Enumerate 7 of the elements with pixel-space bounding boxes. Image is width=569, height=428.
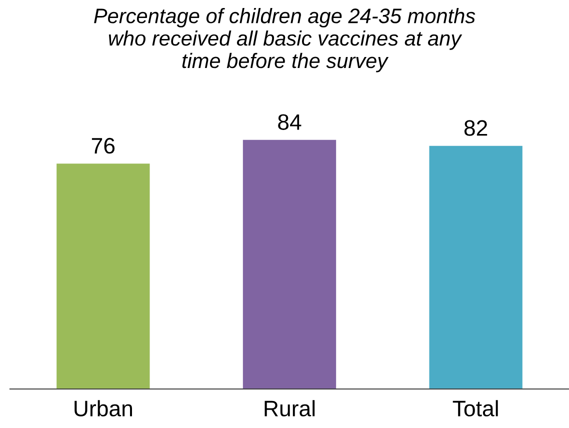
x-tick-label: Rural <box>264 400 315 416</box>
data-label: 84 <box>278 114 302 130</box>
x-tick-label: Urban <box>74 400 132 416</box>
chart-title: Percentage of children age 24-35 months who received all basic vaccines at any time before the survey <box>94 8 476 72</box>
data-label: 76 <box>92 138 115 154</box>
x-tick-label: Total <box>452 400 498 416</box>
data-label: 82 <box>464 120 488 136</box>
